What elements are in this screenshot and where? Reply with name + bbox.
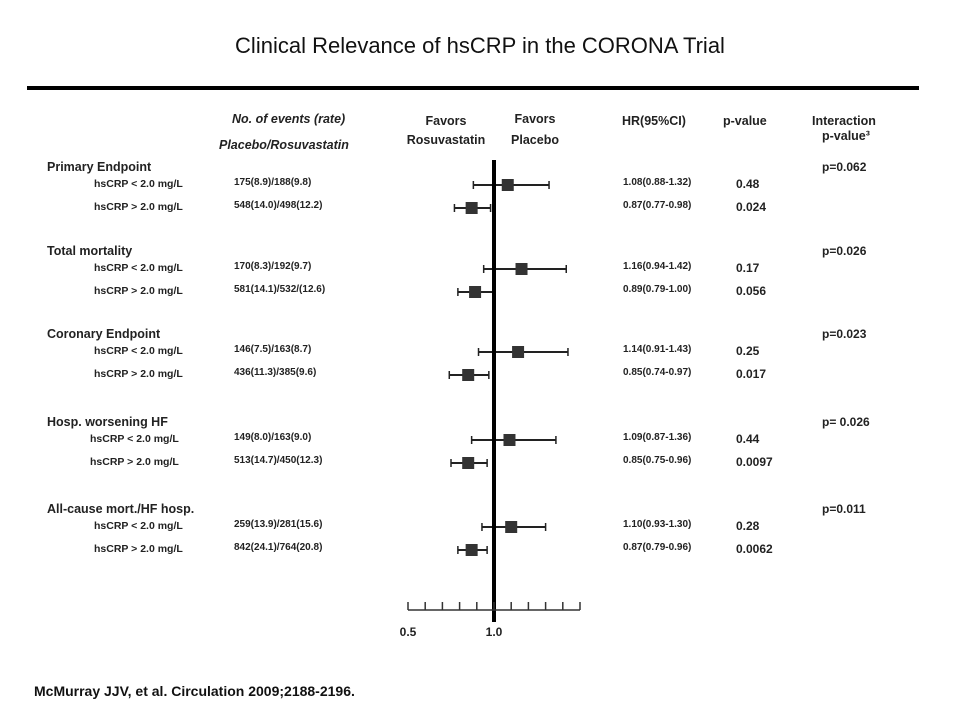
subgroup-label: hsCRP > 2.0 mg/L <box>94 285 183 297</box>
hr-marker <box>462 369 475 381</box>
events-rate: 175(8.9)/188(9.8) <box>234 177 312 188</box>
favors-left-line2: Rosuvastatin <box>406 133 486 147</box>
subgroup-label: hsCRP < 2.0 mg/L <box>94 345 183 357</box>
hr-marker <box>503 434 516 446</box>
p-value: 0.056 <box>736 284 767 298</box>
group-label: All-cause mort./HF hosp. <box>47 502 195 516</box>
hazard-ratio-ci: 0.85(0.75-0.96) <box>623 455 692 466</box>
reference-line <box>492 160 496 622</box>
p-value: 0.017 <box>736 367 767 381</box>
interaction-header-line2: p-value³ <box>822 129 870 143</box>
hazard-ratio-ci: 0.85(0.74-0.97) <box>623 367 692 378</box>
events-rate: 513(14.7)/450(12.3) <box>234 455 323 466</box>
title-rule <box>27 86 919 90</box>
x-tick-label: 1.0 <box>486 625 503 639</box>
subgroup-label: hsCRP < 2.0 mg/L <box>90 433 179 445</box>
x-tick-label: 0.5 <box>400 625 417 639</box>
p-value: 0.024 <box>736 200 767 214</box>
hr-marker <box>469 286 482 298</box>
events-rate: 842(24.1)/764(20.8) <box>234 542 323 553</box>
subgroup-label: hsCRP > 2.0 mg/L <box>94 543 183 555</box>
subgroup-label: hsCRP > 2.0 mg/L <box>90 456 179 468</box>
subgroup-label: hsCRP < 2.0 mg/L <box>94 262 183 274</box>
hazard-ratio-ci: 1.16(0.94-1.42) <box>623 261 692 272</box>
p-value: 0.28 <box>736 519 760 533</box>
interaction-header-line1: Interaction <box>812 114 876 128</box>
p-value: 0.17 <box>736 261 760 275</box>
hr-marker <box>515 263 528 275</box>
hazard-ratio-ci: 1.09(0.87-1.36) <box>623 432 692 443</box>
events-rate: 548(14.0)/498(12.2) <box>234 200 323 211</box>
interaction-p-value: p= 0.026 <box>822 415 870 429</box>
events-rate: 149(8.0)/163(9.0) <box>234 432 312 443</box>
pvalue-header: p-value <box>723 114 767 128</box>
interaction-p-value: p=0.023 <box>822 327 867 341</box>
events-rate: 581(14.1)/532/(12.6) <box>234 284 326 295</box>
group-label: Hosp. worsening HF <box>47 415 168 429</box>
interaction-p-value: p=0.062 <box>822 160 867 174</box>
subgroup-label: hsCRP > 2.0 mg/L <box>94 201 183 213</box>
hazard-ratio-ci: 1.14(0.91-1.43) <box>623 344 692 355</box>
hr-header: HR(95%CI) <box>622 114 686 128</box>
group-label: Coronary Endpoint <box>47 327 161 341</box>
citation: McMurray JJV, et al. Circulation 2009;21… <box>34 683 355 699</box>
interaction-p-value: p=0.011 <box>822 502 866 516</box>
events-rate: 259(13.9)/281(15.6) <box>234 519 323 530</box>
hr-marker <box>465 202 478 214</box>
p-value: 0.25 <box>736 344 760 358</box>
interaction-p-value: p=0.026 <box>822 244 867 258</box>
hazard-ratio-ci: 0.87(0.77-0.98) <box>623 200 692 211</box>
hr-marker <box>501 179 514 191</box>
hazard-ratio-ci: 1.08(0.88-1.32) <box>623 177 692 188</box>
hazard-ratio-ci: 0.87(0.79-0.96) <box>623 542 692 553</box>
favors-right-line1: Favors <box>514 112 556 126</box>
p-value: 0.44 <box>736 432 760 446</box>
events-header-line2: Placebo/Rosuvastatin <box>219 138 349 152</box>
hr-marker <box>505 521 518 533</box>
events-rate: 436(11.3)/385(9.6) <box>234 367 317 378</box>
favors-right-line2: Placebo <box>511 133 559 147</box>
p-value: 0.48 <box>736 177 760 191</box>
subgroup-label: hsCRP < 2.0 mg/L <box>94 178 183 190</box>
p-value: 0.0097 <box>736 455 773 469</box>
subgroup-label: hsCRP < 2.0 mg/L <box>94 520 183 532</box>
events-header-line1: No. of events (rate) <box>232 112 346 126</box>
favors-left-line1: Favors <box>425 114 467 128</box>
p-value: 0.0062 <box>736 542 773 556</box>
hr-marker <box>512 346 525 358</box>
group-label: Primary Endpoint <box>47 160 152 174</box>
chart-title: Clinical Relevance of hsCRP in the CORON… <box>235 33 725 58</box>
group-label: Total mortality <box>47 244 133 258</box>
hr-marker <box>465 544 478 556</box>
events-rate: 146(7.5)/163(8.7) <box>234 344 312 355</box>
subgroup-label: hsCRP > 2.0 mg/L <box>94 368 183 380</box>
hazard-ratio-ci: 1.10(0.93-1.30) <box>623 519 692 530</box>
events-rate: 170(8.3)/192(9.7) <box>234 261 312 272</box>
hr-marker <box>462 457 475 469</box>
hazard-ratio-ci: 0.89(0.79-1.00) <box>623 284 692 295</box>
